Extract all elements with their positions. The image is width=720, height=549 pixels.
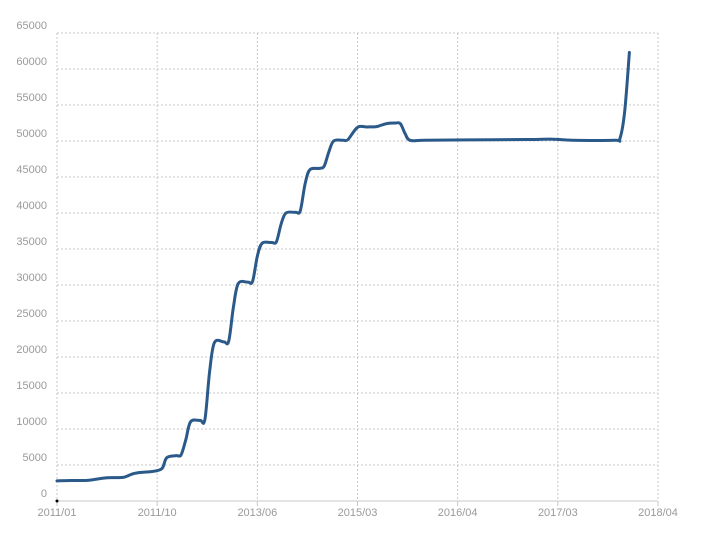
tick-labels: 0 5000 10000 15000 20000 25000 30000 35000 40000… bbox=[16, 20, 677, 519]
x-tick-label: 2013/06 bbox=[237, 507, 277, 519]
x-tick-label: 2018/04 bbox=[638, 507, 678, 519]
y-tick-label: 40000 bbox=[16, 200, 47, 212]
grid bbox=[56, 32, 659, 501]
y-tick-label: 45000 bbox=[16, 164, 47, 176]
y-tick-label: 10000 bbox=[16, 416, 47, 428]
x-tick-label: 2011/01 bbox=[38, 507, 77, 519]
y-tick-label: 30000 bbox=[16, 272, 47, 284]
y-tick-label: 55000 bbox=[16, 92, 47, 104]
y-tick-label: 25000 bbox=[16, 308, 47, 320]
origin-dot bbox=[55, 499, 59, 503]
y-tick-label: 60000 bbox=[16, 56, 47, 68]
y-tick-label: 35000 bbox=[16, 236, 47, 248]
y-tick-label: 50000 bbox=[16, 128, 47, 140]
series-layer bbox=[55, 50, 631, 483]
x-tick-label: 2017/03 bbox=[538, 507, 578, 519]
x-tick-label: 2016/04 bbox=[438, 507, 478, 519]
y-tick-label: 15000 bbox=[16, 380, 47, 392]
y-tick-label: 0 bbox=[41, 488, 47, 500]
y-tick-label: 20000 bbox=[16, 344, 47, 356]
axes bbox=[55, 499, 659, 506]
series-line bbox=[55, 50, 631, 483]
y-tick-label: 5000 bbox=[23, 452, 47, 464]
x-tick-label: 2015/03 bbox=[338, 507, 378, 519]
y-tick-label: 65000 bbox=[16, 20, 47, 32]
x-tick-label: 2011/10 bbox=[138, 507, 177, 519]
